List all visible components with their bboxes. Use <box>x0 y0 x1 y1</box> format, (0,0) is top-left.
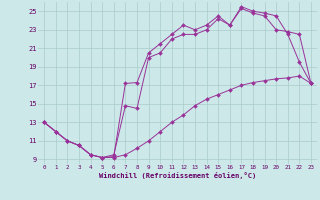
X-axis label: Windchill (Refroidissement éolien,°C): Windchill (Refroidissement éolien,°C) <box>99 172 256 179</box>
